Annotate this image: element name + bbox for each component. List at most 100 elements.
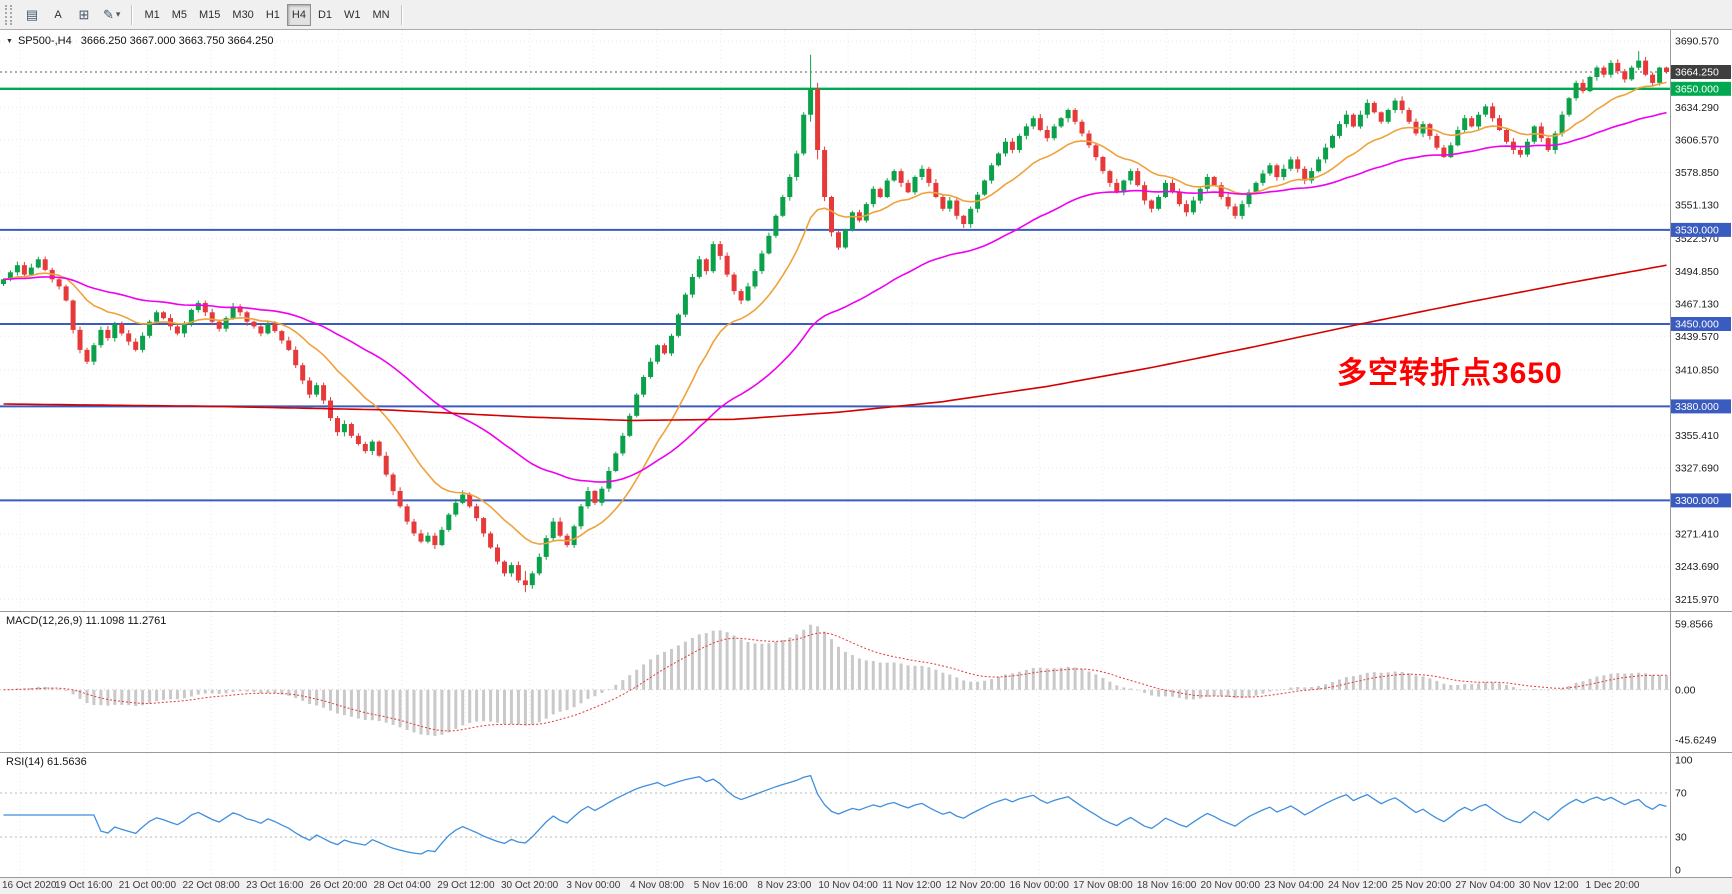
time-axis-label: 8 Nov 23:00 (757, 880, 812, 891)
time-axis-label: 10 Nov 04:00 (818, 880, 878, 891)
chart-list-icon: ▤ (25, 6, 39, 22)
time-axis-label: 20 Nov 00:00 (1200, 880, 1261, 891)
svg-text:100: 100 (1675, 755, 1693, 767)
frame-tool-icon: ⊞ (78, 6, 90, 22)
rsi-scale[interactable]: 100 70 30 0 (1675, 755, 1693, 877)
svg-text:3215.970: 3215.970 (1675, 594, 1719, 606)
fast-ma-line (3, 81, 1667, 545)
time-axis-label: 23 Nov 04:00 (1264, 880, 1324, 891)
price-scale[interactable]: 3690.570 3634.290 3606.570 3578.850 3551.130… (1671, 36, 1731, 606)
time-axis-label: 11 Nov 12:00 (882, 880, 942, 891)
svg-text:3355.410: 3355.410 (1675, 430, 1719, 442)
time-axis-label: 16 Nov 00:00 (1009, 880, 1069, 891)
toolbar-separator (400, 4, 403, 25)
macd-scale[interactable]: 59.8566 0.00 -45.6249 (1675, 619, 1717, 747)
timeframe-button-M5[interactable]: M5 (171, 8, 187, 21)
ohlc-values-text: 3666.250 3667.000 3663.750 3664.250 (80, 35, 274, 47)
time-axis-label: 5 Nov 16:00 (693, 880, 748, 891)
time-axis-label: 30 Oct 20:00 (500, 880, 559, 891)
timeframe-button-D1[interactable]: D1 (317, 8, 332, 21)
timeframe-button-H1[interactable]: H1 (265, 8, 280, 21)
svg-text:3327.690: 3327.690 (1675, 462, 1719, 474)
time-axis-label: 1 Dec 20:00 (1585, 880, 1640, 891)
symbol-ohlc-label: ▼ SP500-,H4 3666.250 3667.000 3663.750 3… (6, 35, 273, 47)
time-axis-label: 12 Nov 20:00 (945, 880, 1006, 891)
time-axis-label: 27 Nov 04:00 (1455, 880, 1515, 891)
frame-tool-button[interactable]: ⊞ (72, 4, 96, 26)
svg-text:0.00: 0.00 (1675, 684, 1696, 696)
macd-indicator-label: MACD(12,26,9) 11.1098 11.2761 (6, 615, 167, 627)
vertical-gridlines (19, 753, 1613, 877)
time-axis-label: 22 Oct 08:00 (182, 880, 240, 891)
svg-text:3439.570: 3439.570 (1675, 331, 1719, 343)
time-axis-label: 25 Nov 20:00 (1391, 880, 1452, 891)
chart-list-button[interactable]: ▤ (20, 4, 44, 26)
macd-panel[interactable]: 59.8566 0.00 -45.6249 (0, 611, 1732, 752)
time-axis-label: 30 Nov 12:00 (1519, 880, 1579, 891)
cursor-tool-button[interactable]: A (46, 4, 70, 26)
slow-ma-line (3, 264, 1667, 422)
price-marker-badge (1671, 493, 1731, 508)
chevron-down-icon: ▾ (115, 9, 121, 19)
svg-text:3300.000: 3300.000 (1675, 495, 1719, 507)
time-axis-label: 16 Oct 2020 (2, 880, 57, 891)
draw-tool-icon: ✎ (103, 6, 114, 22)
candlesticks (1, 51, 1669, 593)
svg-text:-45.6249: -45.6249 (1675, 735, 1717, 747)
time-axis-label: 29 Oct 12:00 (437, 880, 495, 891)
svg-text:3243.690: 3243.690 (1675, 561, 1719, 573)
price-marker-badge (1671, 317, 1731, 331)
svg-text:3450.000: 3450.000 (1675, 319, 1719, 331)
main-chart[interactable]: 3690.570 3634.290 3606.570 3578.850 3551.130… (0, 30, 1732, 611)
timeframe-button-MN[interactable]: MN (372, 8, 390, 21)
svg-text:3664.250: 3664.250 (1675, 67, 1719, 79)
cursor-tool-icon: A (54, 8, 62, 21)
chart-annotation-text[interactable]: 多空转折点3650 (1337, 357, 1563, 390)
toolbar-separator (131, 4, 134, 25)
svg-text:59.8566: 59.8566 (1675, 619, 1713, 631)
svg-text:3494.850: 3494.850 (1675, 266, 1719, 278)
time-axis-label: 23 Oct 16:00 (246, 880, 304, 891)
symbol-period-text: SP500-,H4 (17, 35, 72, 47)
svg-text:3690.570: 3690.570 (1675, 36, 1719, 48)
price-marker-badge (1671, 81, 1731, 96)
timeframe-button-M30[interactable]: M30 (232, 8, 254, 21)
rsi-line (3, 774, 1667, 855)
time-axis-label: 18 Nov 16:00 (1136, 880, 1197, 891)
svg-text:3606.570: 3606.570 (1675, 134, 1719, 146)
horizontal-level-lines[interactable] (0, 87, 1670, 502)
timeframe-button-W1[interactable]: W1 (344, 8, 361, 21)
svg-text:3467.130: 3467.130 (1675, 298, 1719, 310)
timeframe-buttons: M1 M5 M15 M30 H1 H4 D1 W1 MN (139, 3, 394, 26)
price-marker-badge (1671, 65, 1731, 79)
timeframe-button-M1[interactable]: M1 (144, 8, 160, 21)
time-axis-label: 21 Oct 00:00 (118, 880, 177, 891)
chart-toolbar: ▤ A ⊞ ✎ ▾ M1 M5 M15 M30 H1 H4 D1 W1 MN (0, 0, 1732, 30)
timeframe-button-H4[interactable]: H4 (286, 3, 311, 26)
time-axis-label: 17 Nov 08:00 (1073, 880, 1133, 891)
svg-text:70: 70 (1675, 788, 1687, 800)
svg-text:3530.000: 3530.000 (1675, 224, 1719, 236)
toolbar-drag-handle[interactable] (5, 4, 12, 25)
svg-text:3271.410: 3271.410 (1675, 529, 1719, 541)
mid-ma-line (3, 111, 1667, 483)
draw-tool-button[interactable]: ✎ ▾ (98, 4, 125, 26)
time-axis[interactable]: 16 Oct 2020 19 Oct 16:00 21 Oct 00:00 22 Oc… (0, 877, 1732, 894)
collapse-indicator-icon: ▼ (6, 37, 13, 45)
rsi-indicator-label: RSI(14) 61.5636 (6, 756, 87, 768)
macd-histogram (8, 624, 1668, 736)
svg-text:3650.000: 3650.000 (1675, 83, 1719, 95)
rsi-panel[interactable]: 100 70 30 0 (0, 752, 1732, 877)
svg-text:3578.850: 3578.850 (1675, 167, 1719, 179)
macd-signal-line (3, 632, 1667, 732)
moving-averages (3, 81, 1667, 545)
svg-text:3410.850: 3410.850 (1675, 365, 1719, 377)
price-marker-badge (1671, 222, 1731, 237)
svg-text:3634.290: 3634.290 (1675, 102, 1719, 114)
vertical-gridlines (19, 30, 1613, 611)
svg-text:3551.130: 3551.130 (1675, 200, 1719, 212)
timeframe-button-M15[interactable]: M15 (199, 8, 221, 21)
horizontal-gridlines (0, 40, 1670, 600)
svg-text:3380.000: 3380.000 (1675, 401, 1719, 413)
